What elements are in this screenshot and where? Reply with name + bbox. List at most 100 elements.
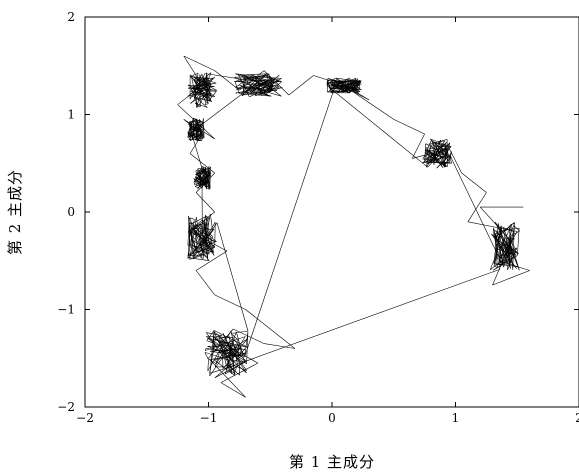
trajectory-segment bbox=[195, 250, 228, 271]
trajectory-segment bbox=[255, 87, 283, 96]
trajectory-segment bbox=[197, 94, 241, 128]
trajectory-segment bbox=[190, 76, 216, 97]
trajectory-segment bbox=[467, 221, 518, 232]
trajectory-segment bbox=[213, 331, 231, 369]
trajectory-segment bbox=[432, 141, 438, 155]
trajectory-segment bbox=[202, 168, 209, 173]
trajectory-segment bbox=[188, 222, 192, 225]
trajectory-segment bbox=[229, 364, 233, 374]
trajectory-segment bbox=[423, 142, 434, 160]
trajectory-segment bbox=[425, 145, 432, 168]
trajectory-segment bbox=[350, 89, 394, 120]
trajectory-segment bbox=[189, 121, 191, 126]
trajectory-segment bbox=[206, 336, 234, 338]
trajectory-segment bbox=[208, 169, 210, 173]
y-tick-label: −2 bbox=[57, 400, 75, 414]
trajectory-segment bbox=[195, 177, 201, 186]
trajectory-segment bbox=[195, 192, 215, 213]
trajectory-segment bbox=[232, 337, 246, 357]
x-axis-ticks: −2 −1 0 1 2 bbox=[76, 17, 579, 425]
trajectory-segment bbox=[201, 121, 205, 130]
trajectory-segment bbox=[236, 75, 265, 90]
trajectory-segment bbox=[189, 153, 215, 174]
trajectory-segment bbox=[194, 186, 198, 188]
trajectory-segment bbox=[214, 338, 240, 349]
trajectory-segment bbox=[509, 237, 511, 266]
trajectory-segment bbox=[195, 172, 215, 193]
trajectory-segment bbox=[225, 359, 245, 363]
trajectory-segment bbox=[209, 186, 211, 190]
trajectory-segment bbox=[197, 171, 207, 189]
trajectory-segment bbox=[247, 73, 269, 75]
trajectory-segment bbox=[193, 178, 203, 189]
trajectory-segment bbox=[193, 172, 201, 185]
trajectory-segment bbox=[194, 77, 197, 80]
trajectory-segment bbox=[335, 86, 349, 93]
trajectory-segment bbox=[245, 309, 296, 349]
trajectory-segment bbox=[461, 172, 487, 193]
trajectory-segment bbox=[264, 343, 295, 349]
trajectory-segment bbox=[326, 85, 428, 168]
trajectory-segment bbox=[208, 72, 212, 79]
trajectory-segment bbox=[214, 294, 246, 310]
trajectory-segment bbox=[493, 265, 498, 268]
trajectory-segment bbox=[183, 55, 215, 71]
trajectory-segment bbox=[210, 214, 213, 230]
trajectory-segment bbox=[183, 119, 203, 135]
trajectory-segment bbox=[193, 90, 215, 97]
trajectory-segment bbox=[177, 85, 203, 105]
trajectory-segment bbox=[206, 330, 215, 341]
trajectory-segment bbox=[208, 82, 211, 96]
x-tick-label: −2 bbox=[76, 411, 94, 425]
trajectory-segment bbox=[209, 350, 246, 357]
trajectory-segment bbox=[220, 347, 247, 364]
trajectory-segment bbox=[251, 78, 273, 93]
trajectory-segment bbox=[209, 352, 246, 361]
trajectory-segment bbox=[204, 352, 209, 360]
trajectory-segment bbox=[348, 88, 361, 93]
trajectory-segment bbox=[234, 76, 270, 96]
trajectory-segment bbox=[203, 241, 216, 248]
trajectory-segment bbox=[204, 239, 216, 248]
trajectory-segment bbox=[259, 74, 270, 77]
trajectory-segment bbox=[228, 335, 235, 374]
trajectory-segment bbox=[189, 125, 208, 187]
trajectory-segment bbox=[199, 229, 202, 252]
trajectory-segment bbox=[189, 133, 203, 154]
trajectory-segment bbox=[204, 99, 208, 104]
trajectory-segment bbox=[209, 95, 212, 101]
trajectory-segment bbox=[332, 80, 360, 85]
trajectory-segment bbox=[326, 78, 329, 86]
trajectory-segment bbox=[190, 82, 217, 89]
trajectory-segment bbox=[443, 144, 447, 146]
trajectory-segment bbox=[434, 156, 443, 163]
trajectory-segment bbox=[215, 335, 222, 338]
trajectory-segment bbox=[196, 83, 208, 93]
trajectory-segment bbox=[193, 244, 215, 254]
trajectory-segment bbox=[220, 362, 259, 383]
trajectory-segment bbox=[192, 122, 196, 131]
trajectory-segment bbox=[230, 330, 238, 364]
trajectory-segment bbox=[335, 77, 350, 87]
trajectory-series bbox=[177, 55, 530, 398]
trajectory-segment bbox=[192, 250, 214, 259]
trajectory-segment bbox=[233, 328, 265, 344]
trajectory-segment bbox=[195, 169, 199, 172]
trajectory-segment bbox=[264, 73, 280, 87]
trajectory-segment bbox=[189, 217, 195, 220]
trajectory-segment bbox=[194, 102, 201, 108]
trajectory-segment bbox=[429, 155, 447, 162]
trajectory-segment bbox=[247, 79, 268, 92]
trajectory-segment bbox=[327, 78, 351, 88]
trajectory-segment bbox=[183, 119, 215, 140]
trajectory-segment bbox=[183, 55, 203, 86]
trajectory-segment bbox=[190, 72, 199, 77]
trajectory-segment bbox=[214, 70, 240, 91]
trajectory-segment bbox=[241, 74, 248, 77]
trajectory-segment bbox=[220, 382, 246, 398]
trajectory-segment bbox=[449, 148, 462, 174]
trajectory-segment bbox=[193, 74, 203, 90]
trajectory-segment bbox=[204, 348, 207, 351]
trajectory-segment bbox=[509, 237, 515, 239]
trajectory-segment bbox=[288, 75, 314, 96]
